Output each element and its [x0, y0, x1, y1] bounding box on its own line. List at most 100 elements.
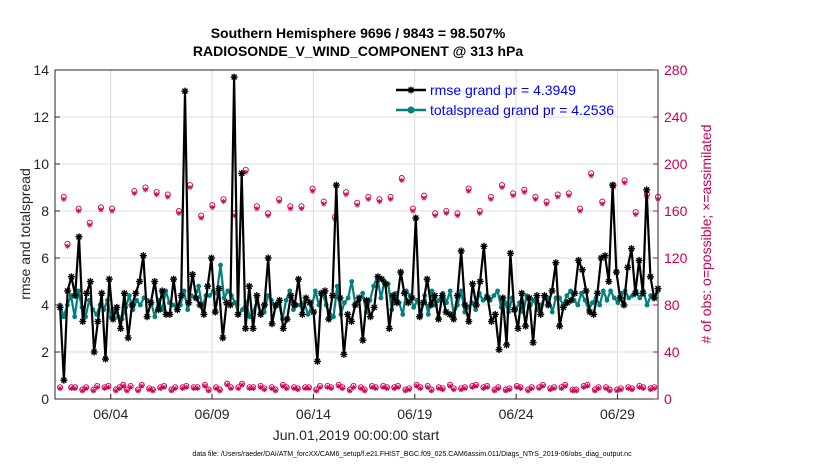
y-right-tick-label: 240: [664, 109, 688, 125]
obs-assimilated-point: [142, 187, 149, 193]
rmse-point: [450, 315, 458, 323]
obs-assimilated-point: [436, 385, 442, 392]
rmse-point: [593, 289, 601, 297]
rmse-point: [151, 278, 159, 285]
rmse-point: [56, 303, 64, 311]
obs-assimilated-point: [595, 385, 602, 392]
rmse-point: [393, 299, 401, 307]
totalspread-point: [185, 307, 191, 313]
rmse-point: [340, 350, 348, 358]
rmse-point: [469, 280, 477, 288]
rmse-point: [279, 325, 287, 332]
obs-assimilated-point: [439, 387, 446, 393]
rmse-point: [646, 273, 654, 281]
totalspread-point: [181, 288, 187, 294]
obs-assimilated-point: [109, 208, 115, 214]
obs-assimilated-point: [421, 195, 427, 201]
obs-assimilated-point: [146, 387, 152, 393]
rmse-point: [185, 299, 193, 307]
rmse-point: [136, 278, 144, 285]
y-tick-label: 2: [41, 344, 49, 360]
y-tick-label: 6: [41, 250, 49, 266]
totalspread-point: [564, 293, 570, 298]
rmse-point: [128, 301, 136, 309]
totalspread-point: [637, 295, 643, 301]
obs-assimilated-point: [228, 385, 234, 392]
obs-assimilated-point: [254, 206, 260, 212]
rmse-point: [113, 303, 121, 311]
rmse-point: [79, 317, 87, 325]
rmse-point: [67, 273, 75, 281]
totalspread-point: [491, 293, 497, 298]
obs-assimilated-point: [365, 196, 371, 202]
totalspread-point: [331, 314, 336, 320]
obs-assimilated-point: [473, 383, 479, 389]
rmse-point: [177, 292, 185, 300]
rmse-point: [431, 292, 439, 300]
rmse-point: [94, 317, 102, 325]
totalspread-point: [600, 288, 606, 294]
obs-assimilated-point: [317, 384, 323, 390]
rmse-point: [544, 301, 552, 309]
legend-rmse-label: rmse grand pr = 4.3949: [430, 82, 576, 98]
totalspread-point: [575, 302, 581, 308]
obs-assimilated-point: [206, 388, 212, 394]
rmse-point: [643, 186, 651, 194]
totalspread-point: [163, 288, 169, 294]
obs-assimilated-point: [432, 213, 438, 219]
obs-assimilated-point: [391, 385, 397, 392]
chart-title-line1: Southern Hemisphere 9696 / 9843 = 98.507…: [211, 25, 506, 41]
totalspread-point: [480, 297, 486, 303]
rmse-point: [518, 289, 526, 297]
y-right-tick-label: 280: [664, 62, 688, 78]
totalspread-point: [604, 297, 610, 303]
rmse-point: [170, 275, 178, 283]
obs-assimilated-point: [488, 196, 494, 202]
y-tick-label: 10: [33, 156, 49, 172]
rmse-point: [283, 315, 291, 323]
obs-assimilated-point: [584, 383, 591, 389]
rmse-point: [616, 294, 624, 302]
rmse-point: [438, 292, 446, 300]
legend-spread-label: totalspread grand pr = 4.2536: [430, 102, 614, 118]
obs-assimilated-point: [551, 385, 557, 392]
obs-assimilated-point: [258, 384, 264, 390]
obs-assimilated-point: [90, 388, 97, 394]
rmse-point: [207, 254, 215, 262]
obs-assimilated-point: [454, 213, 461, 219]
rmse-point: [355, 294, 363, 302]
obs-assimilated-point: [491, 388, 498, 394]
x-axis-label: Jun.01,2019 00:00:00 start: [273, 427, 440, 443]
obs-count-layer: [57, 166, 662, 394]
rmse-point: [620, 301, 628, 309]
obs-assimilated-point: [102, 385, 108, 392]
obs-assimilated-point: [510, 193, 516, 199]
totalspread-point: [207, 293, 212, 298]
rmse-point: [575, 256, 583, 264]
obs-assimilated-point: [150, 388, 156, 394]
y-right-tick-label: 40: [664, 344, 680, 360]
rmse-point: [499, 294, 507, 302]
rmse-line: [59, 75, 660, 382]
obs-assimilated-point: [573, 388, 579, 394]
rmse-point: [294, 275, 302, 283]
rmse-point: [559, 303, 567, 311]
rmse-point: [378, 275, 386, 283]
rmse-point: [571, 289, 579, 297]
obs-assimilated-point: [202, 383, 208, 389]
obs-assimilated-point: [599, 201, 605, 207]
totalspread-point: [232, 300, 238, 306]
totalspread-point: [429, 288, 435, 294]
obs-assimilated-point: [399, 177, 405, 184]
rmse-point: [310, 308, 318, 316]
obs-assimilated-point: [495, 385, 501, 392]
x-axis: 06/04 06/09 06/14 06/19 06/24 06/29: [93, 394, 635, 422]
totalspread-point: [126, 293, 132, 298]
obs-assimilated-point: [76, 208, 82, 214]
obs-assimilated-point: [362, 388, 368, 394]
rmse-point: [487, 317, 495, 325]
obs-assimilated-point: [269, 385, 275, 392]
obs-assimilated-point: [354, 202, 360, 208]
obs-assimilated-point: [503, 388, 509, 394]
